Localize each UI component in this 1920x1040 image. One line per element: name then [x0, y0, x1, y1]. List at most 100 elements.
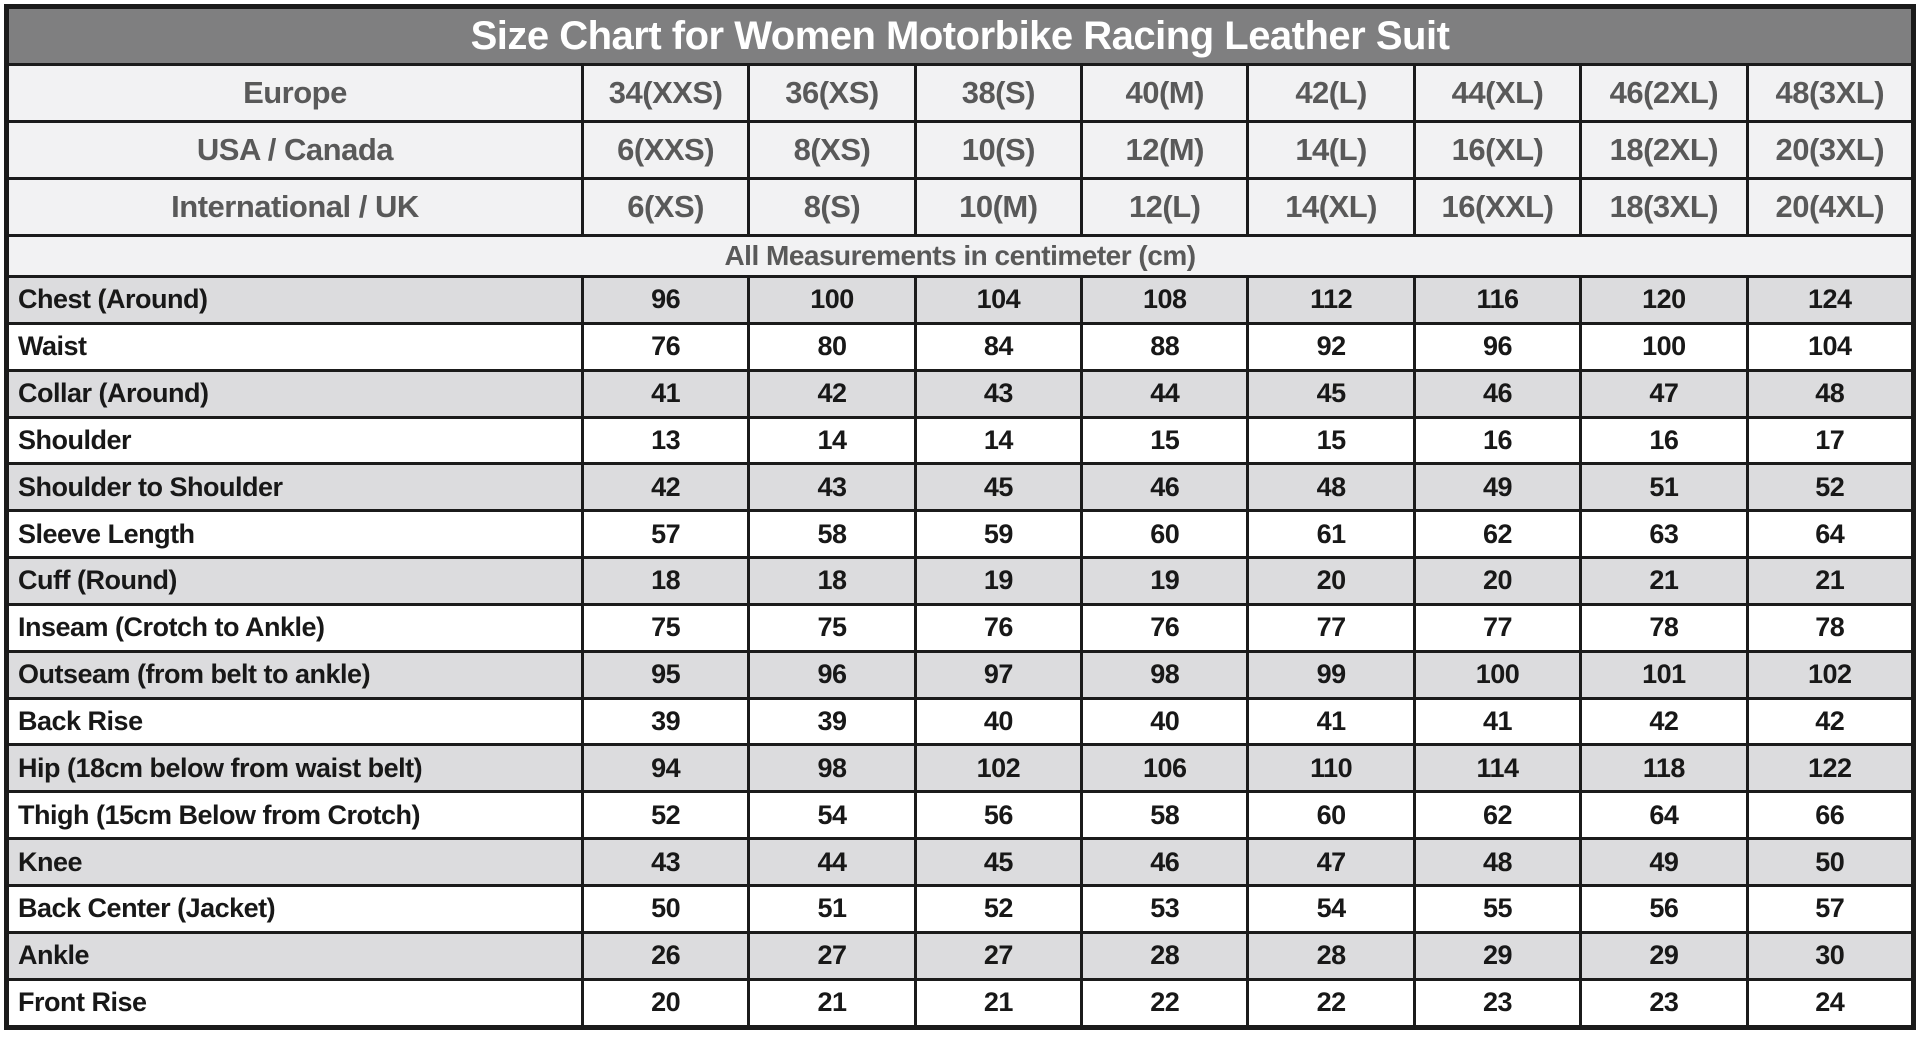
size-system-row: International / UK 6(XS) 8(S) 10(M) 12(L) 14(…	[5, 177, 1916, 237]
measurement-value: 20	[1412, 556, 1583, 606]
measurement-row: Outseam (from belt to ankle) 95 96 97 98 99 10…	[5, 649, 1916, 700]
measurement-value: 80	[747, 321, 917, 372]
measurement-row: Inseam (Crotch to Ankle) 75 75 76 76 77 77 78 78	[5, 602, 1916, 653]
measurement-label: Back Rise	[5, 696, 584, 747]
measurement-value: 18	[747, 556, 917, 606]
measurement-value: 112	[1246, 275, 1416, 325]
measurement-value: 52	[580, 790, 751, 841]
measurement-value: 97	[913, 649, 1084, 700]
measurement-value: 57	[1745, 883, 1916, 934]
measurement-value: 110	[1246, 743, 1416, 794]
measurement-value: 19	[1080, 556, 1250, 606]
size-value: 16(XXL)	[1412, 177, 1583, 237]
measurement-label: Back Center (Jacket)	[5, 883, 584, 934]
measurement-value: 50	[1745, 837, 1916, 887]
measurement-value: 43	[913, 368, 1084, 419]
measurement-row: Shoulder to Shoulder 42 43 45 46 48 49 51 52	[5, 462, 1916, 513]
measurement-value: 60	[1080, 509, 1250, 560]
measurement-value: 96	[747, 649, 917, 700]
measurement-value: 16	[1412, 415, 1583, 466]
measurement-value: 75	[580, 602, 751, 653]
measurement-value: 42	[580, 462, 751, 513]
measurement-value: 108	[1080, 275, 1250, 325]
size-value: 8(S)	[747, 177, 917, 237]
measurement-value: 66	[1745, 790, 1916, 841]
size-system-label: International / UK	[5, 177, 584, 237]
size-value: 6(XS)	[580, 177, 751, 237]
measurement-label: Cuff (Round)	[5, 556, 584, 606]
measurement-value: 84	[913, 321, 1084, 372]
measurement-value: 46	[1412, 368, 1583, 419]
measurement-label: Outseam (from belt to ankle)	[5, 649, 584, 700]
measurement-value: 40	[1080, 696, 1250, 747]
measurement-row: Collar (Around) 41 42 43 44 45 46 47 48	[5, 368, 1916, 419]
size-value: 12(L)	[1080, 177, 1250, 237]
measurement-value: 47	[1579, 368, 1749, 419]
measurement-value: 41	[1246, 696, 1416, 747]
measurement-value: 124	[1745, 275, 1916, 325]
measurement-label: Hip (18cm below from waist belt)	[5, 743, 584, 794]
measurement-value: 88	[1080, 321, 1250, 372]
measurement-value: 20	[580, 977, 751, 1030]
measurement-value: 43	[580, 837, 751, 887]
measurement-value: 76	[1080, 602, 1250, 653]
size-chart: Size Chart for Women Motorbike Racing Le…	[4, 4, 1916, 1030]
size-value: 8(XS)	[747, 120, 917, 180]
measurement-value: 92	[1246, 321, 1416, 372]
measurement-value: 23	[1412, 977, 1583, 1030]
measurement-value: 48	[1246, 462, 1416, 513]
size-system-row: Europe 34(XXS) 36(XS) 38(S) 40(M) 42(L) 44(XL)…	[5, 63, 1916, 123]
size-value: 18(2XL)	[1579, 120, 1749, 180]
measurement-value: 100	[747, 275, 917, 325]
measurement-row: Ankle 26 27 27 28 28 29 29 30	[5, 930, 1916, 981]
measurement-value: 100	[1412, 649, 1583, 700]
size-value: 36(XS)	[747, 63, 917, 123]
measurement-value: 58	[1080, 790, 1250, 841]
measurement-value: 29	[1412, 930, 1583, 981]
measurement-value: 75	[747, 602, 917, 653]
measurement-value: 22	[1246, 977, 1416, 1030]
measurement-value: 21	[913, 977, 1084, 1030]
measurement-value: 44	[747, 837, 917, 887]
measurement-value: 40	[913, 696, 1084, 747]
size-value: 10(S)	[913, 120, 1084, 180]
measurement-value: 54	[1246, 883, 1416, 934]
measurement-label: Sleeve Length	[5, 509, 584, 560]
measurement-value: 61	[1246, 509, 1416, 560]
size-value: 20(3XL)	[1745, 120, 1916, 180]
measurement-value: 50	[580, 883, 751, 934]
measurement-value: 104	[1745, 321, 1916, 372]
measurement-value: 48	[1745, 368, 1916, 419]
measurement-value: 52	[913, 883, 1084, 934]
measurement-value: 42	[747, 368, 917, 419]
title-row: Size Chart for Women Motorbike Racing Le…	[5, 5, 1915, 66]
measurement-value: 27	[747, 930, 917, 981]
measurement-label: Waist	[5, 321, 584, 372]
measurement-value: 21	[1745, 556, 1916, 606]
measurement-value: 42	[1579, 696, 1749, 747]
measurement-value: 13	[580, 415, 751, 466]
measurement-row: Cuff (Round) 18 18 19 19 20 20 21 21	[5, 556, 1916, 606]
size-value: 10(M)	[913, 177, 1084, 237]
measurement-label: Knee	[5, 837, 584, 887]
measurement-value: 22	[1080, 977, 1250, 1030]
size-value: 40(M)	[1080, 63, 1250, 123]
measurement-value: 28	[1246, 930, 1416, 981]
size-value: 20(4XL)	[1745, 177, 1916, 237]
measurement-value: 27	[913, 930, 1084, 981]
measurement-value: 14	[913, 415, 1084, 466]
measurement-value: 122	[1745, 743, 1916, 794]
size-value: 6(XXS)	[580, 120, 751, 180]
measurement-value: 102	[1745, 649, 1916, 700]
measurement-value: 15	[1246, 415, 1416, 466]
measurement-value: 41	[1412, 696, 1583, 747]
measurement-value: 47	[1246, 837, 1416, 887]
measurement-value: 49	[1412, 462, 1583, 513]
measurement-value: 45	[913, 462, 1084, 513]
units-note: All Measurements in centimeter (cm)	[5, 234, 1915, 278]
measurement-value: 17	[1745, 415, 1916, 466]
measurement-value: 48	[1412, 837, 1583, 887]
measurement-value: 55	[1412, 883, 1583, 934]
measurement-row: Front Rise 20 21 21 22 22 23 23 24	[5, 977, 1916, 1030]
measurement-value: 64	[1579, 790, 1749, 841]
